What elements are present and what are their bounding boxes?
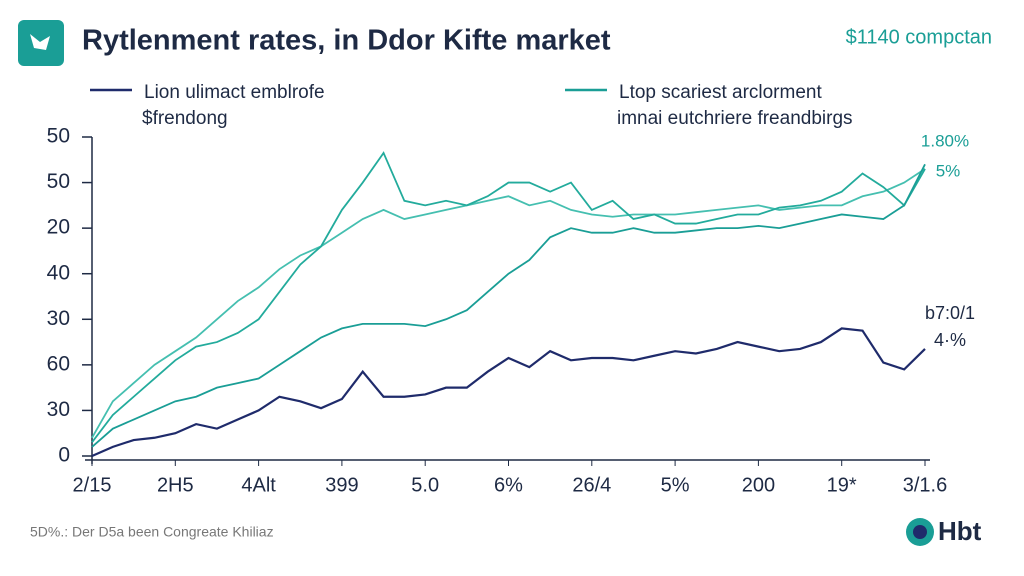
y-tick-label: 50: [47, 170, 70, 193]
y-tick-label: 60: [47, 352, 70, 375]
x-tick-label: 3/1.6: [903, 474, 947, 496]
x-tick-label: 2/15: [73, 474, 112, 496]
x-tick-label: 6%: [494, 474, 523, 496]
series-line: [91, 327, 926, 458]
x-tick-label: 4Alt: [241, 474, 276, 496]
x-tick-label: 26/4: [572, 474, 611, 496]
x-tick-label: 200: [742, 474, 775, 496]
annotation: 5%: [936, 161, 961, 180]
y-tick-label: 30: [47, 398, 70, 421]
x-tick-label: 2H5: [157, 474, 194, 496]
chart-subtitle: $1140 compctan: [846, 26, 992, 48]
annotation: 4·%: [934, 330, 966, 350]
series-line: [91, 151, 926, 443]
legend-line: Ltop scariest arclorment: [619, 82, 822, 103]
legend-line: imnai eutchriere freandbirgs: [617, 108, 853, 129]
legend-label: Lion ulimact emblrofe $frendong: [142, 82, 325, 129]
y-tick-label: 0: [58, 444, 70, 467]
series-line: [91, 163, 926, 448]
annotation: 1.80%: [921, 131, 969, 150]
x-tick-label: 5%: [661, 474, 690, 496]
chart-title: Rytlenment rates, in Ddor Kifte market: [82, 25, 611, 57]
annotation: b7:0/1: [925, 303, 975, 323]
y-tick-label: 20: [47, 216, 70, 239]
legend-line: Lion ulimact emblrofe: [144, 82, 325, 103]
x-tick-label: 5.0: [411, 474, 439, 496]
series-line: [91, 168, 926, 439]
legend-line: $frendong: [142, 108, 228, 129]
brand-name: Hbt: [938, 516, 982, 546]
x-tick-label: 399: [325, 474, 358, 496]
y-tick-label: 40: [47, 261, 70, 284]
y-tick-label: 30: [47, 307, 70, 330]
legend-label: Ltop scariest arclorment imnai eutchriere…: [617, 82, 853, 129]
logo-glyph: [30, 34, 50, 50]
x-tick-label: 19*: [827, 474, 857, 496]
brand-icon-core: [913, 525, 927, 539]
y-tick-label: 50: [47, 125, 70, 148]
footer: 5D%.: Der D5a been Congreate Khiliaz: [30, 524, 274, 540]
